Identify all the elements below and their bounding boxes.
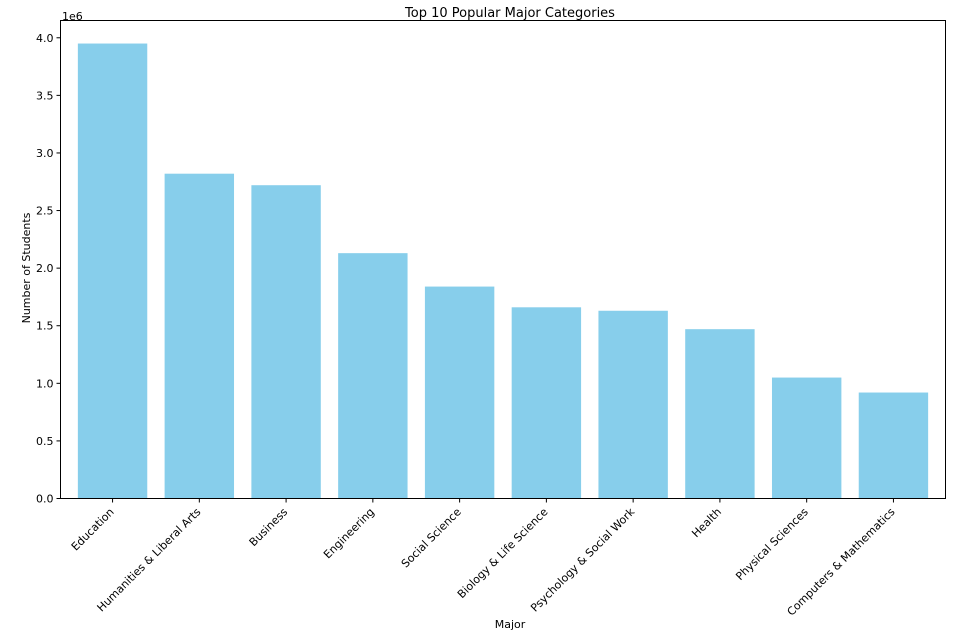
y-tick-label: 0.0	[36, 493, 54, 506]
x-tick-label: Humanities & Liberal Arts	[95, 505, 204, 614]
bar-biology-life-science	[511, 307, 582, 499]
x-tick-label: Physical Sciences	[733, 505, 811, 583]
y-tick-label: 0.5	[36, 435, 54, 448]
x-tick-label: Engineering	[321, 505, 377, 561]
x-tick-label: Social Science	[399, 505, 464, 570]
bars-group	[77, 43, 929, 499]
bar-social-science	[424, 286, 495, 499]
chart-title: Top 10 Popular Major Categories	[404, 6, 615, 21]
x-tick-label: Health	[689, 505, 724, 540]
x-axis-title: Major	[495, 618, 526, 631]
y-tick-label: 2.0	[36, 262, 54, 275]
bar-education	[77, 43, 148, 499]
x-tick-label: Biology & Life Science	[455, 505, 551, 601]
y-tick-label: 4.0	[36, 32, 54, 45]
y-axis: 0.0 0.5 1.0 1.5 2.0 2.5 3.0 3.5 4.0	[36, 32, 61, 506]
y-tick-label: 2.5	[36, 205, 54, 218]
y-tick-label: 1.0	[36, 377, 54, 390]
bar-physical-sciences	[771, 377, 842, 499]
bar-health	[685, 329, 755, 499]
bar-humanities-liberal-arts	[164, 173, 235, 499]
x-tick-label: Business	[247, 505, 291, 549]
plot-frame	[60, 20, 946, 499]
y-tick-label: 3.0	[36, 147, 54, 160]
bar-psychology-social-work	[598, 310, 668, 499]
x-tick-label: Psychology & Social Work	[528, 505, 638, 615]
y-axis-title: Number of Students	[20, 212, 33, 323]
x-tick-label: Education	[69, 505, 117, 553]
y-tick-label: 1.5	[36, 320, 54, 333]
y-axis-offset-label: 1e6	[62, 10, 83, 23]
bar-business	[251, 185, 321, 499]
y-tick-label: 3.5	[36, 89, 54, 102]
bar-computers-mathematics	[858, 392, 929, 499]
bar-engineering	[338, 253, 408, 499]
